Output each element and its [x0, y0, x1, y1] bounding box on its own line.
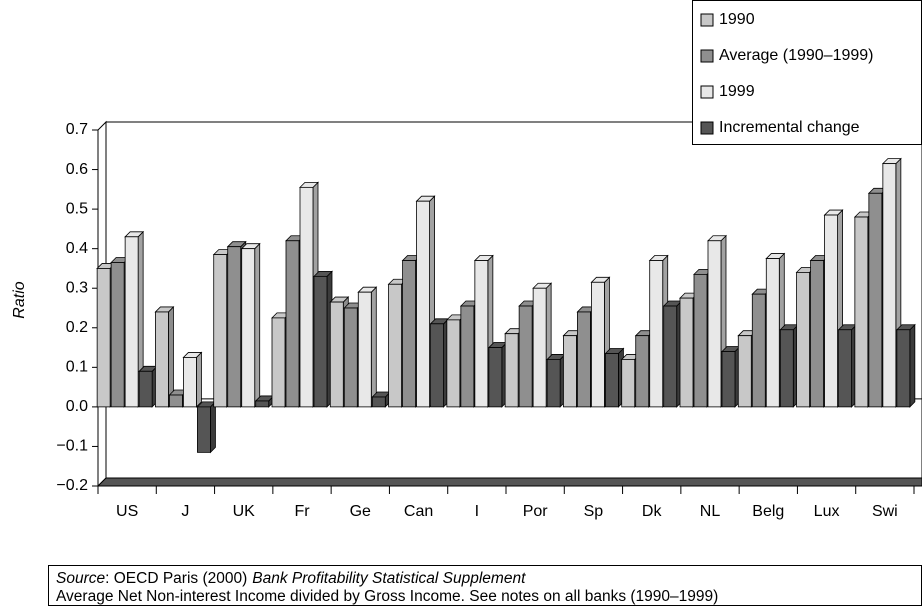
legend-label: Average (1990–1999)	[719, 47, 874, 64]
bar	[779, 323, 800, 408]
x-tick-label: Ge	[350, 503, 371, 520]
y-tick-label: 0.2	[66, 319, 88, 336]
x-tick-label: Por	[523, 503, 549, 520]
source-title: Bank Profitability Statistical Supplemen…	[252, 570, 526, 587]
x-tick-label: Lux	[814, 503, 840, 520]
source-text: : OECD Paris (2000)	[105, 570, 247, 587]
x-tick-label: UK	[233, 503, 256, 520]
legend-label: Incremental change	[719, 119, 860, 136]
source-label: Source	[56, 570, 105, 587]
y-axis-label: Ratio	[11, 281, 28, 318]
bar	[662, 300, 683, 408]
y-tick-label: 0.4	[66, 240, 88, 257]
source-note: Source: OECD Paris (2000) Bank Profitabil…	[56, 570, 526, 587]
x-tick-label: Sp	[584, 503, 604, 520]
x-tick-label: Fr	[294, 503, 310, 520]
bar	[371, 391, 392, 408]
bar	[590, 276, 611, 408]
bar	[721, 345, 741, 408]
y-tick-label: 0.6	[66, 161, 88, 178]
bar	[737, 329, 758, 408]
bar	[196, 400, 217, 454]
x-tick-label: Dk	[642, 503, 663, 520]
floor	[96, 477, 922, 487]
legend-swatch	[700, 49, 714, 63]
x-tick-label: Swi	[872, 503, 898, 520]
bar	[837, 323, 858, 408]
bar	[240, 242, 261, 408]
y-tick-label: 0.0	[66, 398, 88, 415]
legend-swatch	[700, 13, 714, 27]
y-tick-label: 0.5	[66, 200, 88, 217]
y-tick-label: 0.7	[66, 121, 88, 138]
bar	[182, 351, 203, 408]
y-tick-label: −0.2	[56, 477, 88, 494]
bar	[546, 353, 567, 408]
x-tick-label: I	[475, 503, 479, 520]
y-tick-label: 0.1	[66, 359, 88, 376]
bar	[532, 282, 553, 408]
bar	[604, 347, 625, 408]
bar	[429, 317, 450, 408]
note-box	[48, 565, 922, 606]
x-tick-label: NL	[700, 503, 721, 520]
note-line: Average Net Non-interest Income divided …	[56, 588, 718, 605]
bar	[357, 286, 378, 408]
bar	[487, 341, 508, 408]
x-tick-label: Belg	[752, 503, 784, 520]
y-tick-label: −0.1	[56, 438, 88, 455]
legend-swatch	[700, 121, 714, 135]
legend-label: 1990	[719, 11, 755, 28]
legend-swatch	[700, 85, 714, 99]
legend-label: 1999	[719, 83, 755, 100]
y-tick-label: 0.3	[66, 279, 88, 296]
legend: 1990 Average (1990–1999) 1999 Incremental c…	[692, 0, 922, 145]
bar	[895, 323, 916, 408]
bar	[154, 305, 175, 408]
x-tick-label: Can	[404, 503, 433, 520]
x-tick-label: US	[116, 503, 138, 520]
bar	[138, 365, 159, 408]
bar	[313, 270, 333, 408]
x-tick-label: J	[181, 503, 189, 520]
